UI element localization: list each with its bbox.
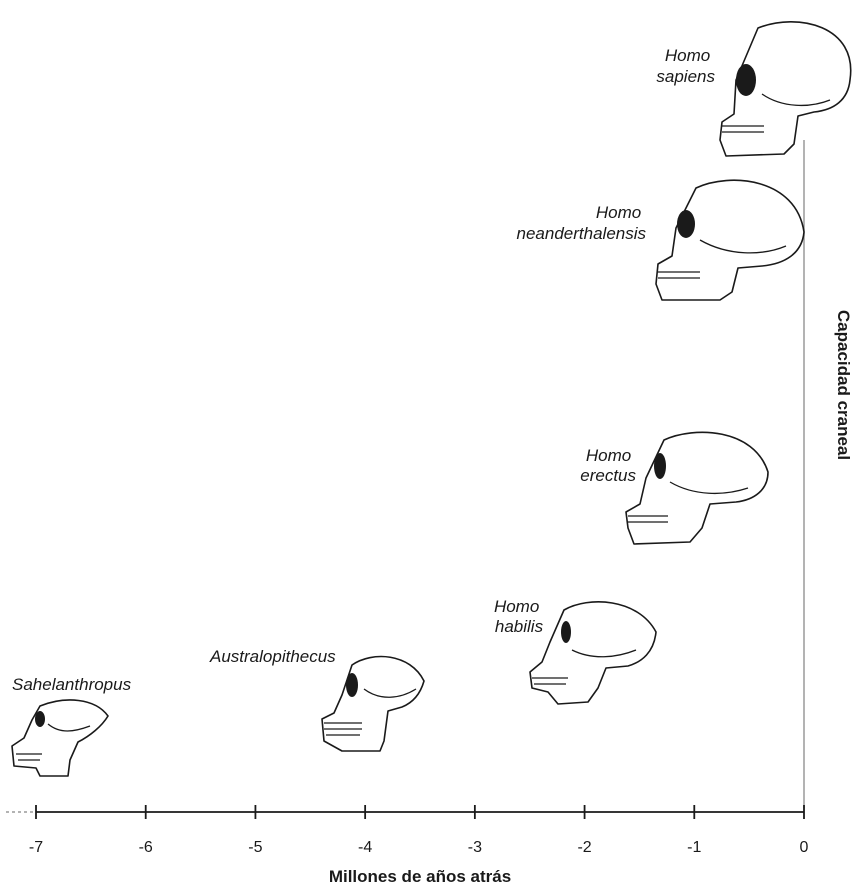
- homo-sapiens-skull-icon: [719, 21, 852, 157]
- homo-habilis-skull-icon: [529, 601, 657, 705]
- x-axis-tick-label: -6: [139, 839, 153, 856]
- x-axis-ticks: [35, 805, 805, 819]
- species-label-homo-erectus: Homo erectus: [580, 446, 636, 485]
- australopithecus-skull-icon: [321, 655, 425, 752]
- x-axis-tick-label: -3: [468, 839, 482, 856]
- x-axis-tick-label: -4: [358, 839, 372, 856]
- species-label-homo-habilis: Homo habilis: [494, 597, 544, 636]
- species-label-sahelanthropus: Sahelanthropus: [12, 675, 132, 694]
- x-axis-tick-label: -5: [248, 839, 262, 856]
- x-axis-tick-label: 0: [800, 839, 809, 856]
- x-axis-tick-labels: -7 -6 -5 -4 -3 -2 -1 0: [29, 839, 809, 856]
- x-axis-tick-label: -2: [577, 839, 591, 856]
- x-axis-tick-label: -7: [29, 839, 43, 856]
- species-label-homo-neanderthalensis: Homo neanderthalensis: [517, 203, 647, 243]
- sahelanthropus-skull-icon: [11, 699, 109, 777]
- species-label-australopithecus: Australopithecus: [209, 647, 336, 666]
- x-axis-tick-label: -1: [687, 839, 701, 856]
- homo-neanderthalensis-skull-icon: [655, 179, 805, 301]
- y-axis-title: Capacidad craneal: [834, 310, 853, 460]
- species-label-homo-sapiens: Homo sapiens: [656, 46, 715, 86]
- homo-erectus-skull-icon: [625, 431, 769, 545]
- x-axis-title: Millones de años atrás: [329, 867, 511, 886]
